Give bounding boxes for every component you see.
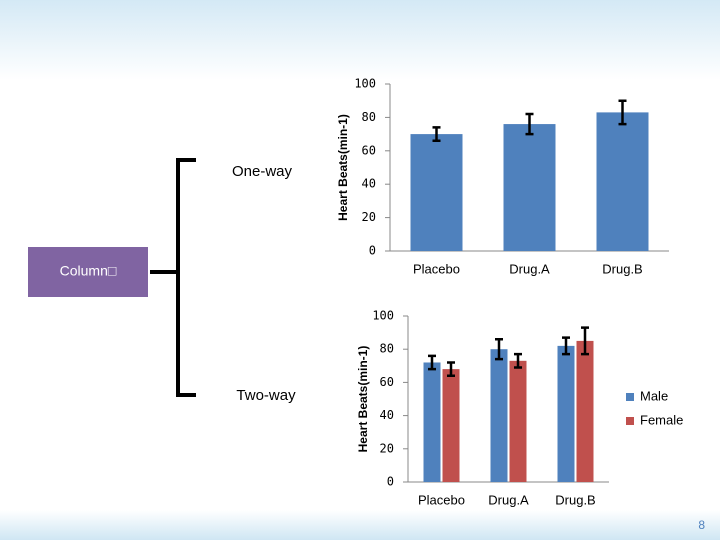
- y-tick-label: 100: [372, 309, 394, 323]
- x-tick-label: Drug.A: [488, 492, 529, 507]
- bar: [423, 362, 441, 482]
- box-label: Column□: [60, 263, 117, 279]
- x-tick-label: Drug.B: [555, 492, 595, 507]
- bar: [490, 349, 508, 482]
- error-bar: [618, 99, 627, 126]
- bar: [442, 369, 460, 482]
- bar: [557, 345, 575, 482]
- error-bar: [447, 361, 455, 378]
- y-tick-label: 0: [369, 244, 376, 258]
- x-tick-label: Placebo: [413, 261, 460, 276]
- page-number: 8: [698, 518, 705, 532]
- y-tick-label: 80: [362, 110, 376, 124]
- error-bar: [495, 337, 503, 361]
- legend-swatch: [626, 417, 634, 425]
- error-bar: [428, 354, 436, 371]
- error-bar: [432, 126, 441, 143]
- y-tick-label: 80: [380, 342, 394, 356]
- bar: [410, 134, 463, 251]
- footer-band: [0, 510, 720, 540]
- bar: [503, 124, 556, 251]
- y-tick-label: 60: [362, 143, 376, 157]
- bar: [509, 360, 527, 482]
- bar: [596, 112, 649, 251]
- y-tick-label: 0: [387, 475, 394, 489]
- bar: [576, 340, 594, 482]
- branch-label: Two-way: [236, 387, 296, 404]
- y-axis-title: Heart Beats(min-1): [356, 346, 370, 453]
- error-bar: [581, 326, 589, 356]
- legend-label: Male: [640, 388, 668, 403]
- y-tick-label: 20: [380, 441, 394, 455]
- x-tick-label: Placebo: [418, 492, 465, 507]
- y-tick-label: 100: [354, 77, 376, 91]
- legend-label: Female: [640, 412, 683, 427]
- y-tick-label: 40: [380, 408, 394, 422]
- y-tick-label: 40: [362, 177, 376, 191]
- y-tick-label: 20: [362, 210, 376, 224]
- column-box: [28, 247, 148, 297]
- y-tick-label: 60: [380, 375, 394, 389]
- legend-swatch: [626, 393, 634, 401]
- x-tick-label: Drug.A: [509, 261, 550, 276]
- header-band: [0, 0, 720, 80]
- branch-label: One-way: [232, 163, 293, 180]
- y-axis-title: Heart Beats(min-1): [336, 114, 350, 221]
- error-bar: [525, 112, 534, 136]
- x-tick-label: Drug.B: [602, 261, 642, 276]
- error-bar: [514, 352, 522, 369]
- bracket: [150, 158, 196, 397]
- error-bar: [562, 336, 570, 356]
